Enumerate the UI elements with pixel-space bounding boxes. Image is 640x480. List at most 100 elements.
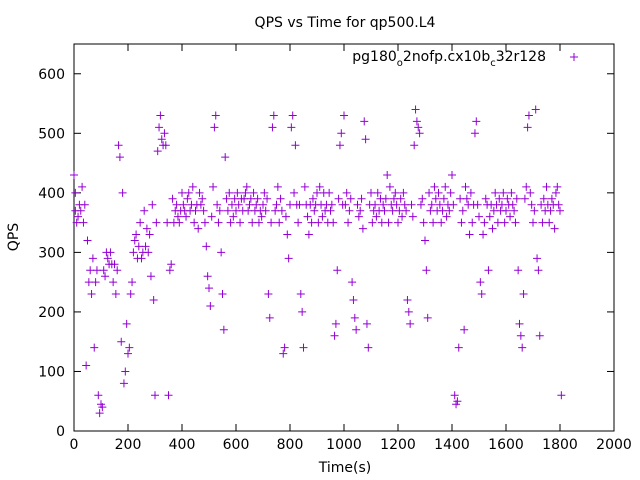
data-point xyxy=(226,218,235,227)
data-point xyxy=(273,182,282,191)
data-point xyxy=(295,200,304,209)
data-point xyxy=(473,200,482,209)
data-point xyxy=(534,266,543,275)
data-point xyxy=(291,141,300,150)
data-point xyxy=(206,301,215,310)
x-tick-label: 600 xyxy=(223,437,250,453)
data-point xyxy=(506,212,515,221)
legend-text-d: c xyxy=(490,58,496,69)
data-point xyxy=(118,188,127,197)
data-point xyxy=(113,266,122,275)
data-point xyxy=(384,218,393,227)
data-point xyxy=(520,194,529,203)
data-point xyxy=(88,254,97,263)
data-point xyxy=(538,218,547,227)
data-point xyxy=(391,188,400,197)
data-point xyxy=(489,206,498,215)
data-point xyxy=(252,200,261,209)
data-point xyxy=(383,170,392,179)
data-point xyxy=(454,343,463,352)
data-point xyxy=(431,194,440,203)
data-point xyxy=(480,218,489,227)
data-point xyxy=(357,194,366,203)
data-point xyxy=(103,254,112,263)
data-point xyxy=(130,236,139,245)
data-point xyxy=(94,391,103,400)
data-point xyxy=(304,230,313,239)
data-point xyxy=(422,266,431,275)
data-point xyxy=(542,182,551,191)
data-point xyxy=(194,224,203,233)
legend-label: pg180o2nofp.cx10bc32r128 xyxy=(352,49,546,69)
x-tick-label: 1200 xyxy=(380,437,416,453)
data-point xyxy=(367,188,375,197)
data-point xyxy=(330,331,339,340)
data-point xyxy=(406,319,415,328)
data-point xyxy=(117,337,126,346)
data-point xyxy=(340,111,348,120)
data-point xyxy=(315,182,324,191)
data-point xyxy=(217,248,226,257)
data-point xyxy=(210,123,219,132)
data-point xyxy=(557,391,566,400)
data-point xyxy=(126,290,135,299)
data-point xyxy=(426,206,435,215)
data-point xyxy=(531,105,540,114)
data-point xyxy=(358,224,367,233)
data-point xyxy=(430,182,439,191)
data-point xyxy=(248,218,257,227)
data-point xyxy=(450,391,459,400)
data-point xyxy=(495,194,504,203)
data-point xyxy=(109,278,118,287)
data-point xyxy=(279,349,288,358)
data-point xyxy=(341,200,350,209)
data-point xyxy=(137,254,146,263)
data-point xyxy=(402,206,411,215)
data-point xyxy=(132,230,141,239)
data-point xyxy=(554,200,563,209)
data-point xyxy=(99,266,108,275)
data-point xyxy=(403,296,412,305)
data-point xyxy=(151,391,159,400)
data-point xyxy=(86,266,95,275)
data-point xyxy=(337,129,346,138)
data-point xyxy=(205,284,213,293)
y-tick-label: 0 xyxy=(56,424,65,440)
legend-marker-plus xyxy=(570,53,578,61)
data-point xyxy=(294,218,303,227)
data-point xyxy=(404,307,413,316)
data-point xyxy=(514,266,523,275)
data-point xyxy=(481,194,490,203)
data-point xyxy=(119,379,128,388)
data-point xyxy=(214,218,223,227)
data-point xyxy=(222,194,231,203)
data-point xyxy=(298,307,307,316)
data-point xyxy=(144,248,153,257)
data-point xyxy=(146,272,155,281)
data-point xyxy=(466,188,475,197)
data-point xyxy=(410,141,419,150)
data-point xyxy=(198,194,207,203)
data-point xyxy=(507,188,516,197)
data-point xyxy=(553,182,562,191)
data-point xyxy=(227,200,236,209)
data-point xyxy=(511,218,520,227)
data-point xyxy=(156,111,165,120)
data-point xyxy=(283,230,292,239)
data-point xyxy=(271,206,280,215)
data-point xyxy=(296,290,305,299)
data-point xyxy=(74,212,83,221)
data-point xyxy=(184,188,193,197)
data-point xyxy=(230,194,239,203)
data-point xyxy=(344,218,353,227)
data-point xyxy=(484,266,493,275)
data-point xyxy=(207,212,216,221)
data-point xyxy=(460,325,469,334)
data-point xyxy=(155,123,164,132)
data-point xyxy=(477,290,486,299)
data-point xyxy=(395,206,404,215)
data-point xyxy=(545,218,554,227)
data-point xyxy=(373,188,382,197)
data-point xyxy=(267,218,276,227)
data-point xyxy=(136,218,145,227)
